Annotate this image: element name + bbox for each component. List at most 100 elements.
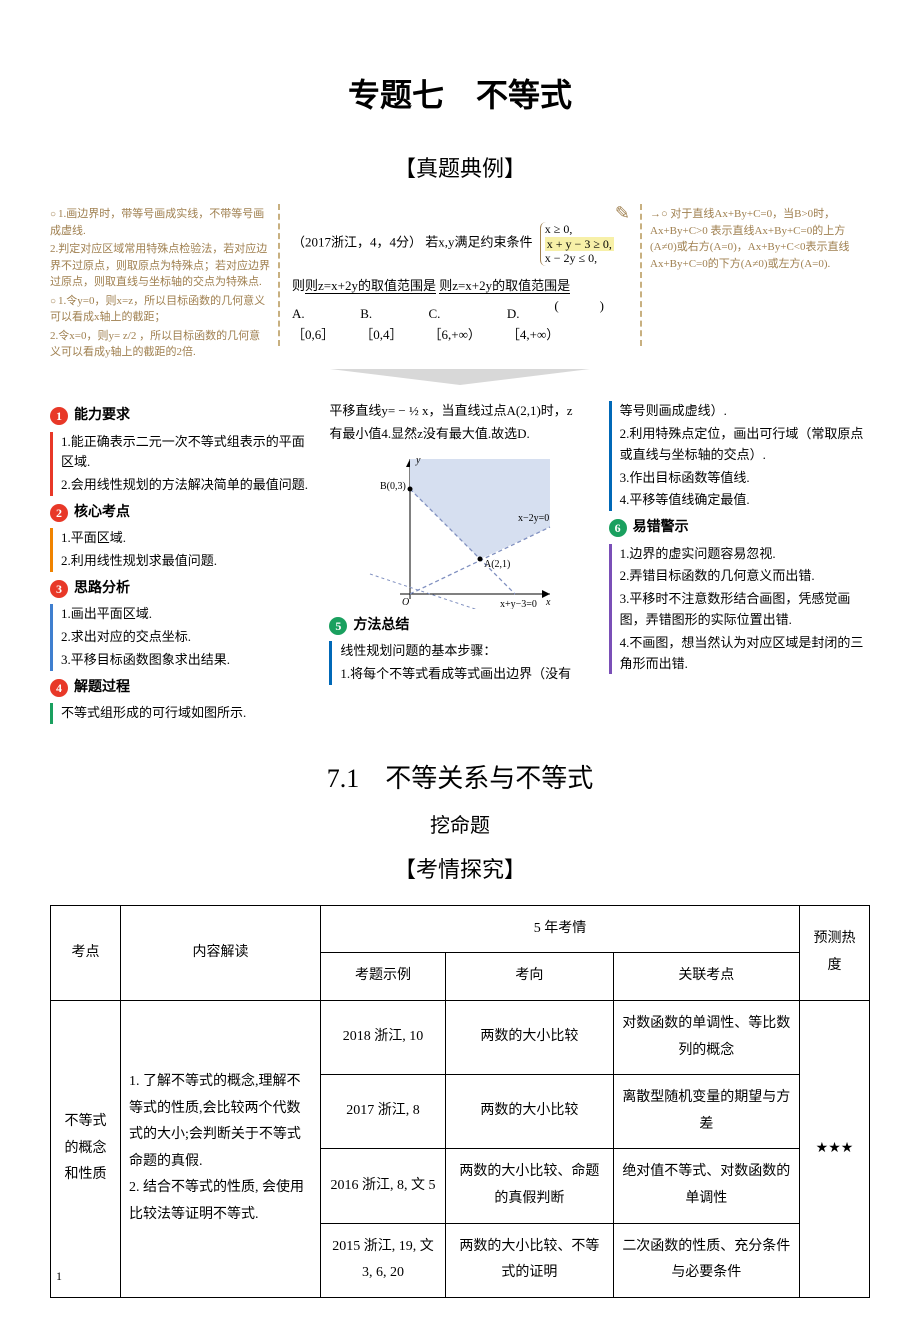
constraint-brace: x ≥ 0, x + y − 3 ≥ 0, x − 2y ≤ 0, [540, 222, 614, 265]
note-l2: 2.判定对应区域常用特殊点检验法，若对应边界不过原点，则取原点为特殊点；若对应边… [50, 241, 270, 291]
answer-paren: ( ) [554, 296, 618, 317]
note-l1: 1.画边界时，带等号画成实线，不带等号画成虚线. [50, 206, 270, 239]
h4-text: 不等式组形成的可行域如图所示. [61, 703, 311, 724]
opt-c: C.［6,+∞） [429, 304, 481, 346]
th-direction: 考向 [446, 953, 614, 1001]
td-a3: 2015 浙江, 19, 文 3, 6, 20 [321, 1223, 446, 1297]
h2: 核心考点 [74, 505, 130, 520]
dot-2: 2 [50, 504, 68, 522]
chart-line1: x−2y=0 [518, 513, 549, 524]
cond2: x + y − 3 ≥ 0, [545, 237, 614, 251]
chart-axis-x: x [545, 597, 551, 608]
kaoqing-table: 考点 内容解读 5 年考情 预测热度 考题示例 考向 关联考点 不等式的概念和性… [50, 905, 870, 1298]
h4: 解题过程 [74, 680, 130, 695]
h2-i2: 2.利用线性规划求最值问题. [61, 551, 311, 572]
note-l3b: 2.令x=0，则y= z/2 ，所以目标函数的几何意义可以看成y轴上的截距的2倍… [50, 328, 270, 361]
th-content: 内容解读 [121, 905, 321, 1000]
examples-title: 【真题典例】 [50, 151, 870, 186]
stem-year: （2017浙江，4，4分） [292, 235, 422, 250]
note-r1: 对于直线Ax+By+C=0，当B>0时，Ax+By+C>0 表示直线Ax+By+… [650, 208, 850, 270]
dot-5: 5 [329, 617, 347, 635]
td-b3: 两数的大小比较、不等式的证明 [446, 1223, 614, 1297]
td-heat: ★★★ [800, 1000, 870, 1297]
analysis-columns: 1 能力要求 1.能正确表示二元一次不等式组表示的平面区域. 2.会用线性规划的方… [50, 399, 870, 728]
ask-text: 则则z=x+2y的取值范围是 [292, 278, 436, 294]
example-margin-left: 1.画边界时，带等号画成实线，不带等号画成虚线. 2.判定对应区域常用特殊点检验… [50, 204, 270, 363]
chart-label-B: B(0,3) [380, 481, 406, 492]
dot-4: 4 [50, 679, 68, 697]
h3: 思路分析 [74, 581, 130, 596]
td-content: 1. 了解不等式的概念,理解不等式的性质,会比较两个代数式的大小;会判断关于不等… [121, 1000, 321, 1297]
h2-i1: 1.平面区域. [61, 528, 311, 549]
th-example: 考题示例 [321, 953, 446, 1001]
options-row: A.［0,6］ B.［0,4］ C.［6,+∞） D.［4,+∞） [292, 304, 554, 346]
table-row: 不等式的概念和性质 1. 了解不等式的概念,理解不等式的性质,会比较两个代数式的… [51, 1000, 870, 1074]
td-a1: 2017 浙江, 8 [321, 1075, 446, 1149]
td-topic: 不等式的概念和性质 [51, 1000, 121, 1297]
td-b0: 两数的大小比较 [446, 1000, 614, 1074]
arrow-icon: →○ [650, 208, 668, 220]
table-header-row-1: 考点 内容解读 5 年考情 预测热度 [51, 905, 870, 953]
h6-i2: 2.弄错目标函数的几何意义而出错. [620, 566, 870, 587]
chart-origin: O [402, 597, 409, 608]
td-a0: 2018 浙江, 10 [321, 1000, 446, 1074]
h6-i1: 1.边界的虚实问题容易忽视. [620, 544, 870, 565]
feasible-region-chart: A(2,1) B(0,3) O x y x−2y=0 x+y−3=0 [350, 449, 570, 609]
cond3: x − 2y ≤ 0, [545, 251, 597, 265]
h1-i2: 2.会用线性规划的方法解决简单的最值问题. [61, 475, 311, 496]
c2-t1: 平移直线y= − ½ x，当直线过点A(2,1)时，z [329, 401, 590, 422]
td-c3: 二次函数的性质、充分条件与必要条件 [613, 1223, 799, 1297]
th-heat: 预测热度 [800, 905, 870, 1000]
chart-axis-y: y [415, 455, 421, 466]
analysis-col-1: 1 能力要求 1.能正确表示二元一次不等式组表示的平面区域. 2.会用线性规划的方… [50, 399, 311, 728]
chart-line2: x+y−3=0 [500, 599, 537, 609]
chart-label-A: A(2,1) [484, 559, 510, 570]
dot-3: 3 [50, 580, 68, 598]
c2-t2: 有最小值4.显然z没有最大值.故选D. [329, 424, 590, 445]
cond1: x ≥ 0, [545, 222, 573, 236]
h6-i4: 4.不画图，想当然认为对应区域是封闭的三角形而出错. [620, 633, 870, 675]
analysis-col-2: 平移直线y= − ½ x，当直线过点A(2,1)时，z 有最小值4.显然z没有最… [329, 399, 590, 728]
td-b2: 两数的大小比较、命题的真假判断 [446, 1149, 614, 1223]
td-c0: 对数函数的单调性、等比数列的概念 [613, 1000, 799, 1074]
opt-a: A.［0,6］ [292, 304, 334, 346]
wamingti-title: 挖命题 [50, 810, 870, 842]
td-c1: 离散型随机变量的期望与方差 [613, 1075, 799, 1149]
flow-arrow-icon [50, 369, 870, 393]
h3-i2: 2.求出对应的交点坐标. [61, 627, 311, 648]
th-related: 关联考点 [613, 953, 799, 1001]
c3-p1: 2.利用特殊点定位，画出可行域（常取原点或直线与坐标轴的交点）. [620, 424, 870, 466]
opt-b: B.［0,4］ [360, 304, 402, 346]
example-row: 1.画边界时，带等号画成实线，不带等号画成虚线. 2.判定对应区域常用特殊点检验… [50, 204, 870, 363]
h6-i3: 3.平移时不注意数形结合画图，凭感觉画图，弄错图形的实际位置出错. [620, 589, 870, 631]
dot-1: 1 [50, 407, 68, 425]
h5-i1: 线性规划问题的基本步骤： [340, 641, 590, 662]
kaoqing-title: 【考情探究】 [50, 852, 870, 887]
ask-underline: 则z=x+2y的取值范围是 [439, 278, 570, 294]
opt-d: D.［4,+∞） [507, 304, 559, 346]
td-a2: 2016 浙江, 8, 文 5 [321, 1149, 446, 1223]
dot-6: 6 [609, 519, 627, 537]
c3-p3: 4.平移等值线确定最值. [620, 490, 870, 511]
h5: 方法总结 [353, 618, 409, 633]
note-l3a: 1.令y=0，则x=z，所以目标函数的几何意义可以看成x轴上的截距； [50, 293, 270, 326]
h1: 能力要求 [74, 408, 130, 423]
th-topic: 考点 [51, 905, 121, 1000]
h6: 易错警示 [633, 520, 689, 535]
stem-text: 若x,y满足约束条件 [425, 235, 532, 250]
c3-p2: 3.作出目标函数等值线. [620, 468, 870, 489]
h1-i1: 1.能正确表示二元一次不等式组表示的平面区域. [61, 432, 311, 474]
h3-i1: 1.画出平面区域. [61, 604, 311, 625]
th-5year: 5 年考情 [321, 905, 800, 953]
section-number-title: 7.1 不等关系与不等式 [50, 758, 870, 800]
page-number: 1 [56, 1267, 62, 1286]
example-margin-right: →○ 对于直线Ax+By+C=0，当B>0时，Ax+By+C>0 表示直线Ax+… [650, 204, 870, 274]
analysis-col-3: 等号则画成虚线）. 2.利用特殊点定位，画出可行域（常取原点或直线与坐标轴的交点… [609, 399, 870, 728]
td-c2: 绝对值不等式、对数函数的单调性 [613, 1149, 799, 1223]
c3-p0: 等号则画成虚线）. [620, 401, 870, 422]
pencil-icon: ✎ [615, 199, 630, 228]
main-title: 专题七 不等式 [50, 70, 870, 121]
td-b1: 两数的大小比较 [446, 1075, 614, 1149]
example-center: ✎ （2017浙江，4，4分） 若x,y满足约束条件 x ≥ 0, x + y … [278, 204, 642, 346]
h3-i3: 3.平移目标函数图象求出结果. [61, 650, 311, 671]
